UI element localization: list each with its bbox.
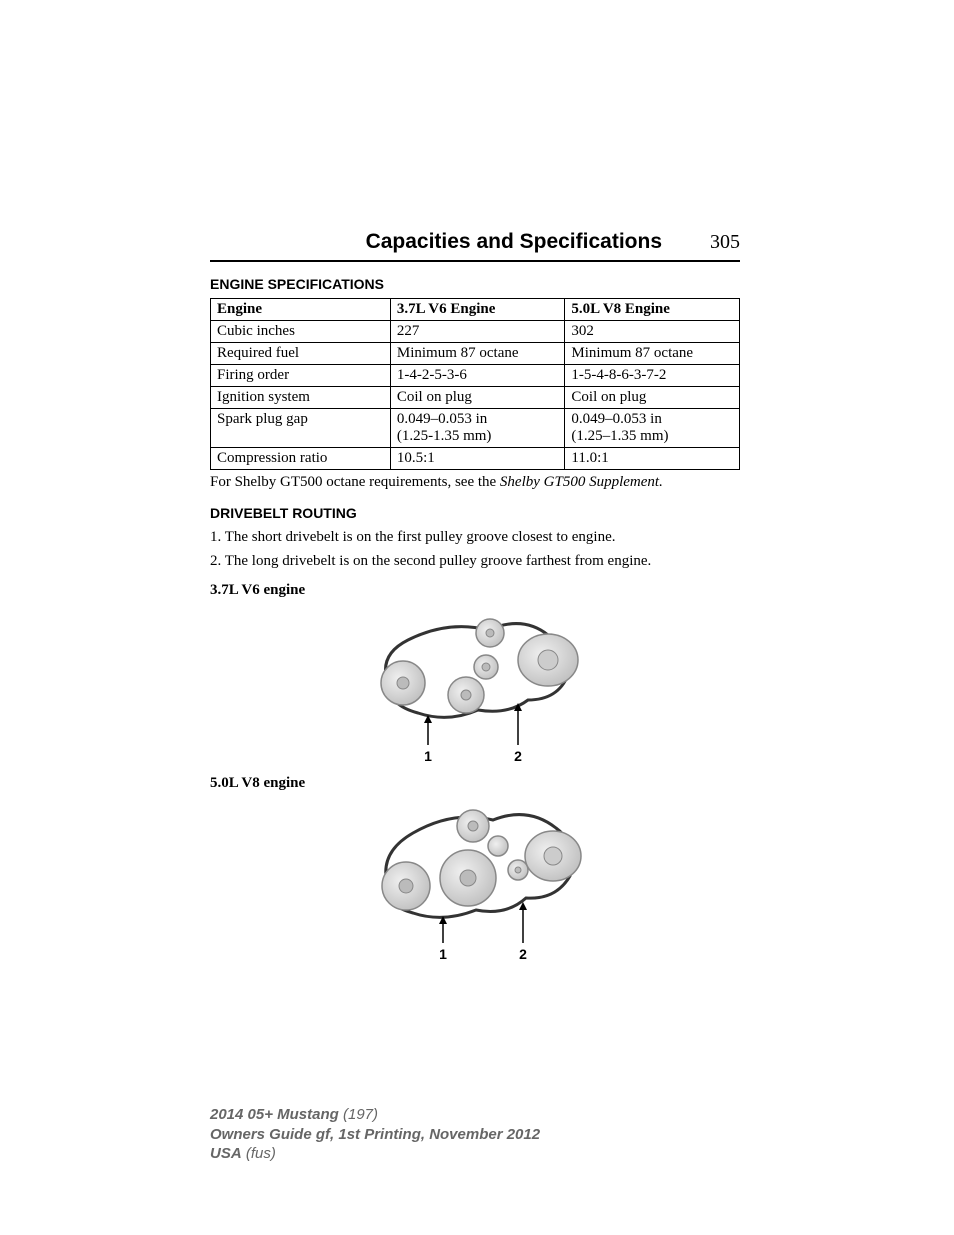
table-row: Firing order 1-4-2-5-3-6 1-5-4-8-6-3-7-2	[211, 365, 740, 387]
note-italic: Shelby GT500 Supplement.	[500, 474, 663, 490]
pulley-diagram-icon: 1 2	[358, 605, 593, 765]
spark-gap-line: (1.25-1.35 mm)	[397, 428, 492, 444]
page-number: 305	[710, 231, 740, 254]
drivebelt-diagram-v8: 1 2	[210, 798, 740, 963]
table-cell: 227	[390, 321, 565, 343]
table-cell: 0.049–0.053 in (1.25-1.35 mm)	[390, 409, 565, 448]
table-cell: Firing order	[211, 365, 391, 387]
col-header: 3.7L V6 Engine	[390, 299, 565, 321]
engine-v6-subheading: 3.7L V6 engine	[210, 582, 740, 599]
table-row: Required fuel Minimum 87 octane Minimum …	[211, 343, 740, 365]
table-row: Compression ratio 10.5:1 11.0:1	[211, 448, 740, 470]
engine-v8-subheading: 5.0L V8 engine	[210, 775, 740, 792]
table-cell: 11.0:1	[565, 448, 740, 470]
engine-specs-table: Engine 3.7L V6 Engine 5.0L V8 Engine Cub…	[210, 298, 740, 470]
table-cell: Required fuel	[211, 343, 391, 365]
col-header: Engine	[211, 299, 391, 321]
table-cell: 1-4-2-5-3-6	[390, 365, 565, 387]
table-cell: Compression ratio	[211, 448, 391, 470]
table-cell: Spark plug gap	[211, 409, 391, 448]
page-header: Capacities and Specifications 305	[210, 230, 740, 262]
table-cell: 1-5-4-8-6-3-7-2	[565, 365, 740, 387]
octane-note: For Shelby GT500 octane requirements, se…	[210, 474, 740, 491]
diagram-label-1: 1	[424, 748, 432, 764]
table-row: Spark plug gap 0.049–0.053 in (1.25-1.35…	[211, 409, 740, 448]
table-cell: Cubic inches	[211, 321, 391, 343]
table-cell: Minimum 87 octane	[565, 343, 740, 365]
pulley-diagram-icon: 1 2	[358, 798, 593, 963]
spark-gap-line: (1.25–1.35 mm)	[571, 428, 668, 444]
drivebelt-heading: DRIVEBELT ROUTING	[210, 505, 740, 521]
col-header: 5.0L V8 Engine	[565, 299, 740, 321]
footer-region: USA	[210, 1145, 242, 1162]
footer-line-1: 2014 05+ Mustang (197)	[210, 1105, 740, 1125]
drivebelt-item-1: 1. The short drivebelt is on the first p…	[210, 527, 740, 547]
footer-code: (197)	[339, 1106, 378, 1123]
footer-line-2: Owners Guide gf, 1st Printing, November …	[210, 1125, 740, 1145]
drivebelt-item-2: 2. The long drivebelt is on the second p…	[210, 551, 740, 571]
table-row: Ignition system Coil on plug Coil on plu…	[211, 387, 740, 409]
drivebelt-diagram-v6: 1 2	[210, 605, 740, 765]
diagram-label-2: 2	[519, 946, 527, 962]
diagram-label-2: 2	[514, 748, 522, 764]
footer-suffix: (fus)	[242, 1145, 276, 1162]
table-cell: Coil on plug	[390, 387, 565, 409]
table-row: Cubic inches 227 302	[211, 321, 740, 343]
note-text: For Shelby GT500 octane requirements, se…	[210, 474, 500, 490]
spark-gap-line: 0.049–0.053 in	[571, 411, 661, 427]
table-header-row: Engine 3.7L V6 Engine 5.0L V8 Engine	[211, 299, 740, 321]
footer-line-3: USA (fus)	[210, 1144, 740, 1164]
table-cell: 10.5:1	[390, 448, 565, 470]
header-title: Capacities and Specifications	[366, 230, 662, 254]
table-cell: Ignition system	[211, 387, 391, 409]
engine-specs-heading: ENGINE SPECIFICATIONS	[210, 276, 740, 292]
spark-gap-line: 0.049–0.053 in	[397, 411, 487, 427]
diagram-label-1: 1	[439, 946, 447, 962]
table-cell: Coil on plug	[565, 387, 740, 409]
table-cell: 302	[565, 321, 740, 343]
table-cell: Minimum 87 octane	[390, 343, 565, 365]
footer-model: 2014 05+ Mustang	[210, 1106, 339, 1123]
page-footer: 2014 05+ Mustang (197) Owners Guide gf, …	[210, 1105, 740, 1164]
table-cell: 0.049–0.053 in (1.25–1.35 mm)	[565, 409, 740, 448]
